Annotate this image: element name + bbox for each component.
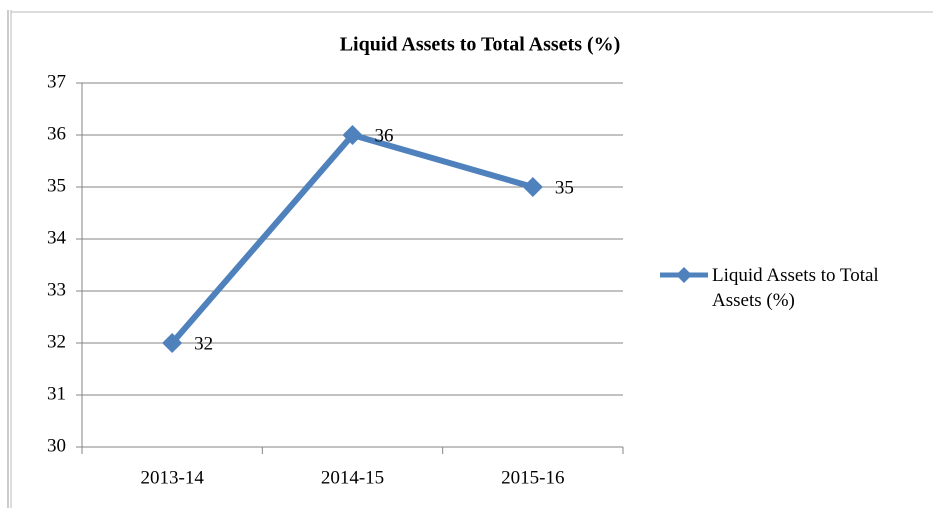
y-tick-label: 32 (47, 331, 66, 352)
y-tick-label: 31 (47, 383, 66, 404)
chart-title: Liquid Assets to Total Assets (%) (340, 34, 621, 56)
marker (342, 125, 363, 145)
x-tick-label: 2015-16 (501, 467, 564, 488)
x-tick-label: 2013-14 (141, 467, 205, 488)
data-label: 32 (194, 333, 213, 354)
y-tick-label: 35 (47, 175, 66, 196)
legend (660, 267, 708, 283)
marker (522, 177, 543, 197)
y-tick-label: 30 (47, 435, 66, 456)
marker (162, 333, 183, 353)
data-label: 35 (555, 177, 574, 198)
legend-marker (676, 267, 692, 283)
y-tick-label: 37 (47, 71, 66, 92)
y-tick-label: 34 (47, 227, 67, 248)
y-tick-label: 36 (47, 123, 66, 144)
y-tick-label: 33 (47, 279, 66, 300)
x-tick-label: 2014-15 (321, 467, 384, 488)
data-label: 36 (375, 125, 394, 146)
legend-label: Liquid Assets to Total Assets (%) (712, 265, 879, 311)
